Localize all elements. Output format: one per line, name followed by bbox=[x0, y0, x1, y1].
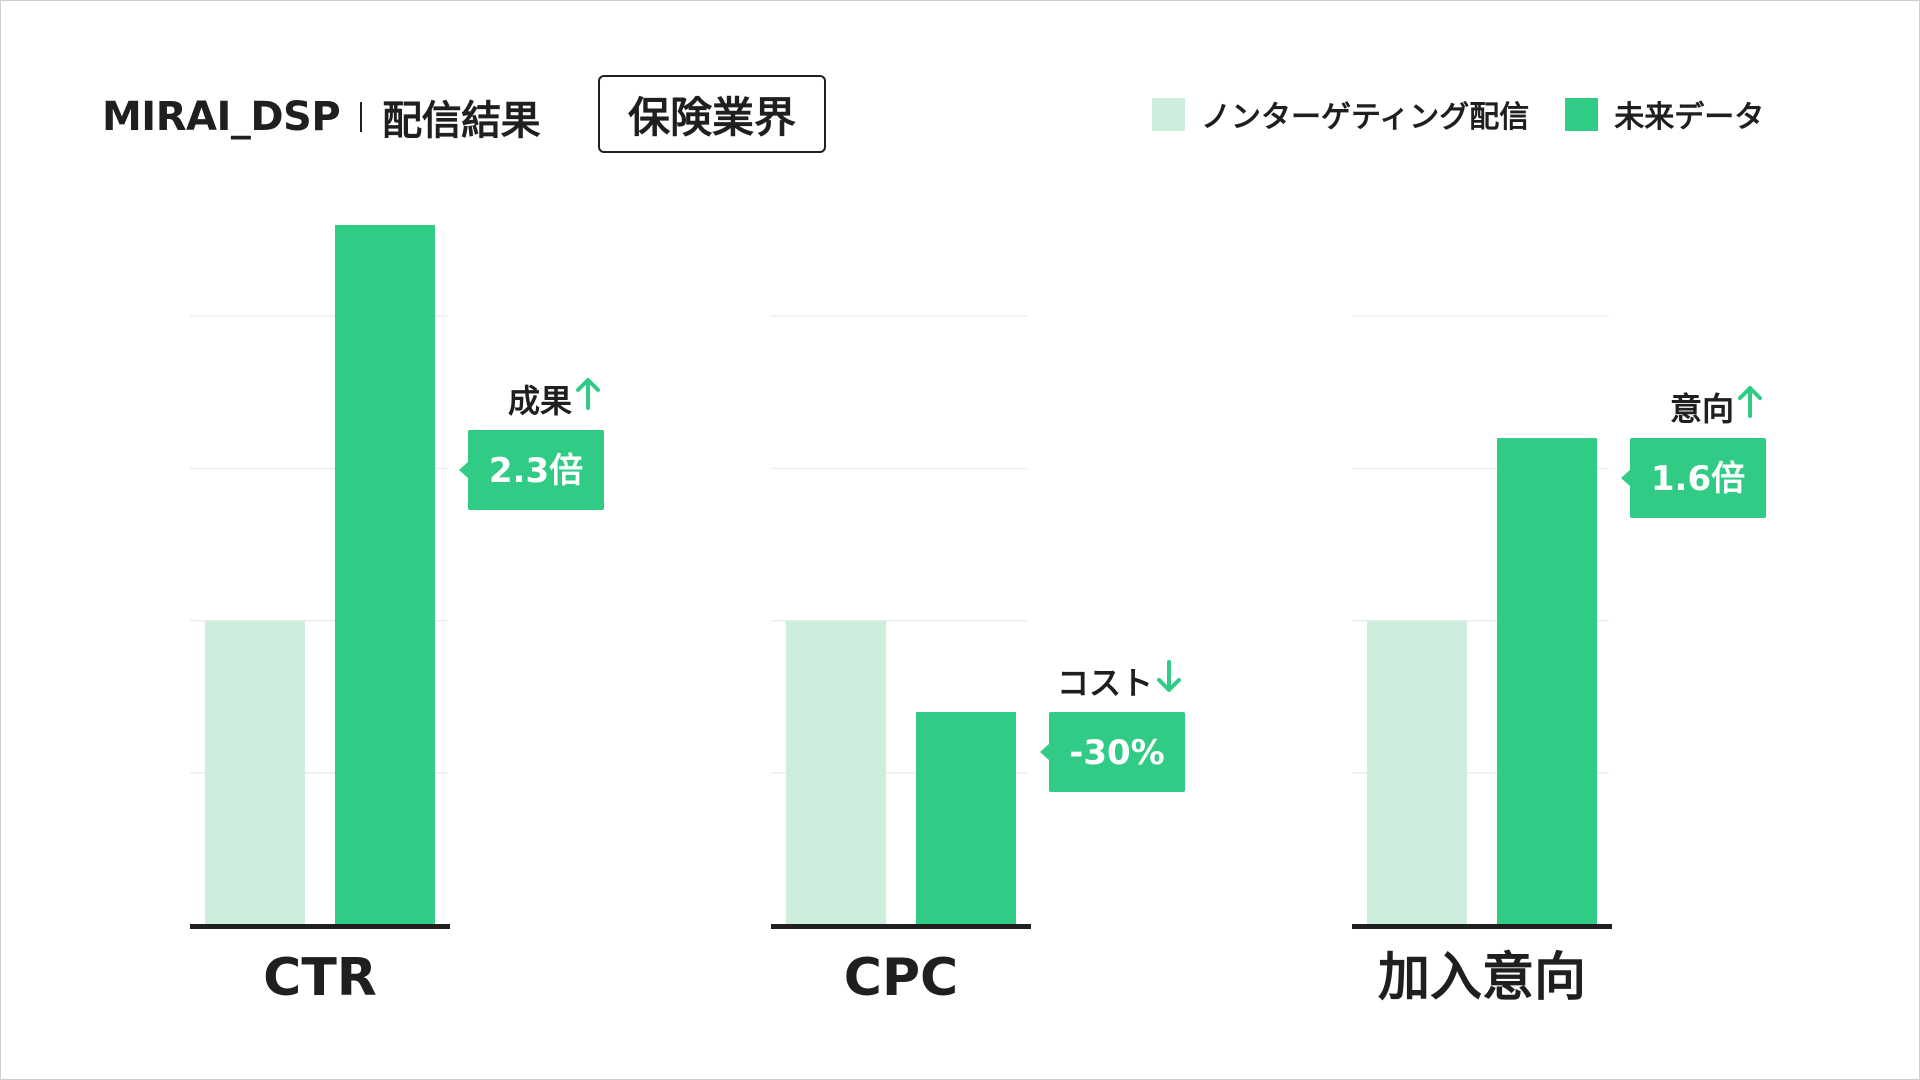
legend-label-non-targeting: ノンターゲティング配信 bbox=[1201, 100, 1530, 135]
arrow-path-ctr bbox=[576, 378, 600, 410]
arrow-up-icon bbox=[576, 378, 600, 410]
bar-mirai-intent bbox=[1497, 438, 1597, 925]
arrow-path-cpc bbox=[1157, 659, 1181, 692]
page-subtitle: 配信結果 bbox=[382, 98, 541, 144]
category-label-ctr: CTR bbox=[263, 948, 377, 1008]
title-separator bbox=[360, 102, 363, 132]
bar-mirai-ctr bbox=[335, 225, 435, 925]
bar-non-targeting-cpc bbox=[786, 620, 886, 925]
bar-mirai-cpc bbox=[916, 711, 1016, 925]
callout-box-cpc bbox=[1049, 711, 1185, 792]
callout-pointer-cpc bbox=[1040, 742, 1050, 761]
legend-swatch-non-targeting bbox=[1152, 97, 1185, 131]
annotation-label-intent: 意向 bbox=[1670, 390, 1734, 428]
brand-name: MIRAI_DSP bbox=[102, 94, 341, 140]
callout-pointer-intent bbox=[1621, 469, 1631, 488]
annotation-label-ctr: 成果 bbox=[508, 382, 572, 420]
arrow-down-icon bbox=[1157, 659, 1181, 692]
callout-value-intent: 1.6倍 bbox=[1651, 459, 1745, 499]
arrow-up-icon bbox=[1738, 386, 1762, 419]
bar-non-targeting-intent bbox=[1367, 620, 1467, 925]
arrow-path-intent bbox=[1738, 386, 1762, 419]
bar-non-targeting-ctr bbox=[205, 620, 305, 925]
chart-legend: ノンターゲティング配信 未来データ bbox=[1152, 92, 1764, 136]
annotation-label-cpc: コスト bbox=[1057, 664, 1153, 702]
callout-value-cpc: -30% bbox=[1069, 733, 1165, 773]
legend-item-non-targeting: ノンターゲティング配信 bbox=[1152, 92, 1529, 136]
callout-pointer-ctr bbox=[459, 461, 469, 479]
callout-box-ctr bbox=[468, 430, 604, 510]
callout-value-ctr: 2.3倍 bbox=[489, 451, 583, 491]
legend-item-mirai: 未来データ bbox=[1565, 92, 1764, 136]
industry-label: 保険業界 bbox=[627, 92, 796, 142]
legend-swatch-mirai bbox=[1565, 97, 1599, 131]
legend-label-mirai: 未来データ bbox=[1614, 100, 1765, 135]
category-label-intent: 加入意向 bbox=[1378, 948, 1586, 1008]
industry-badge: 保険業界 bbox=[598, 75, 826, 153]
callout-box-intent bbox=[1630, 438, 1766, 519]
category-label-cpc: CPC bbox=[844, 948, 958, 1008]
page-title: MIRAI_DSP 配信結果 bbox=[102, 88, 541, 146]
